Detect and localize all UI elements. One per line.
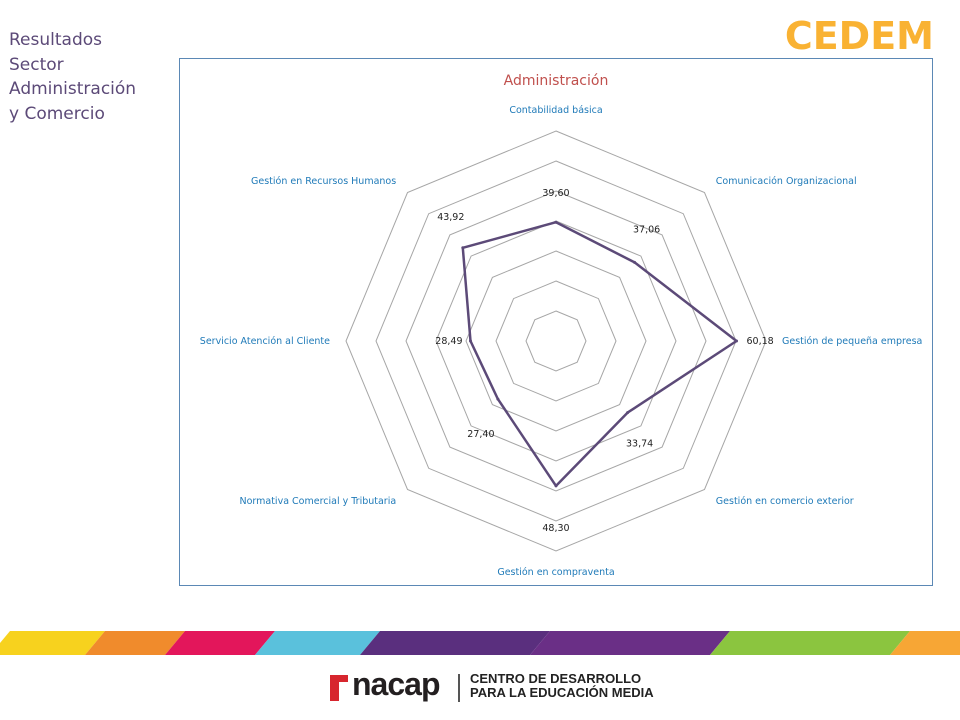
data-label: 43,92	[437, 212, 464, 223]
slide-title-line-1: Resultados	[9, 30, 102, 50]
logo-tagline-line-2: PARA LA EDUCACIÓN MEDIA	[470, 685, 654, 700]
data-label: 60,18	[747, 336, 774, 347]
data-point	[461, 246, 465, 250]
footer-stripe	[85, 631, 185, 655]
category-label: Normativa Comercial y Tributaria	[239, 496, 396, 507]
data-label: 48,30	[542, 523, 569, 534]
category-label: Contabilidad básica	[509, 105, 602, 116]
data-point	[633, 260, 637, 264]
slide-title-line-4: y Comercio	[9, 103, 105, 124]
category-label: Servicio Atención al Cliente	[200, 336, 330, 347]
radar-series	[461, 220, 738, 488]
footer-stripe	[0, 631, 105, 655]
grid-ring	[375, 160, 737, 522]
data-point	[496, 397, 500, 401]
grid-ring	[435, 220, 677, 462]
slide-title-line-2: Sector	[9, 54, 64, 75]
data-label: 27,40	[467, 429, 494, 440]
slide-title-line-3: Administración	[9, 79, 137, 99]
inacap-logo: nacap CENTRO DE DESARROLLO PARA LA EDUCA…	[330, 666, 654, 710]
data-label: 37,06	[633, 224, 660, 235]
radar-grid	[345, 130, 767, 552]
grid-ring	[405, 190, 707, 492]
grid-ring	[495, 280, 617, 402]
series-line	[461, 220, 738, 488]
radar-chart: Administración Contabilidad básica Comuni…	[200, 73, 923, 578]
logo-divider	[458, 674, 460, 702]
footer-stripe-band	[0, 631, 960, 655]
category-label: Gestión en comercio exterior	[716, 496, 854, 507]
category-label: Gestión en compraventa	[497, 567, 614, 578]
inacap-logo-word: nacap	[352, 666, 440, 702]
slide-title: Resultados Sector Administración y Comer…	[9, 28, 169, 126]
grid-ring	[465, 250, 647, 432]
logo-tagline: CENTRO DE DESARROLLO PARA LA EDUCACIÓN M…	[470, 672, 654, 700]
footer-stripe	[360, 631, 550, 655]
footer-stripe	[530, 631, 730, 655]
grid-ring	[345, 130, 767, 552]
footer-stripe	[165, 631, 275, 655]
category-label: Gestión de pequeña empresa	[782, 336, 922, 347]
data-point	[735, 339, 738, 343]
chart-title: Administración	[504, 73, 609, 89]
data-label: 33,74	[626, 439, 653, 450]
footer-stripe	[255, 631, 380, 655]
inacap-logo-mark	[330, 675, 348, 701]
radar-labels: Contabilidad básica Comunicación Organiza…	[200, 105, 923, 578]
cedem-logo: CEDEM	[784, 14, 934, 58]
footer-stripe	[890, 631, 960, 655]
data-label: 28,49	[435, 336, 462, 347]
data-label: 39,60	[542, 188, 569, 199]
data-point	[469, 339, 472, 343]
category-label: Gestión en Recursos Humanos	[251, 176, 396, 187]
grid-ring	[525, 310, 587, 372]
data-point	[554, 484, 558, 488]
logo-tagline-line-1: CENTRO DE DESARROLLO	[470, 671, 642, 686]
chart-frame: Administración Contabilidad básica Comuni…	[179, 58, 933, 586]
footer-stripe	[710, 631, 910, 655]
category-label: Comunicación Organizacional	[716, 176, 857, 187]
data-point	[554, 220, 558, 224]
data-point	[626, 411, 630, 415]
